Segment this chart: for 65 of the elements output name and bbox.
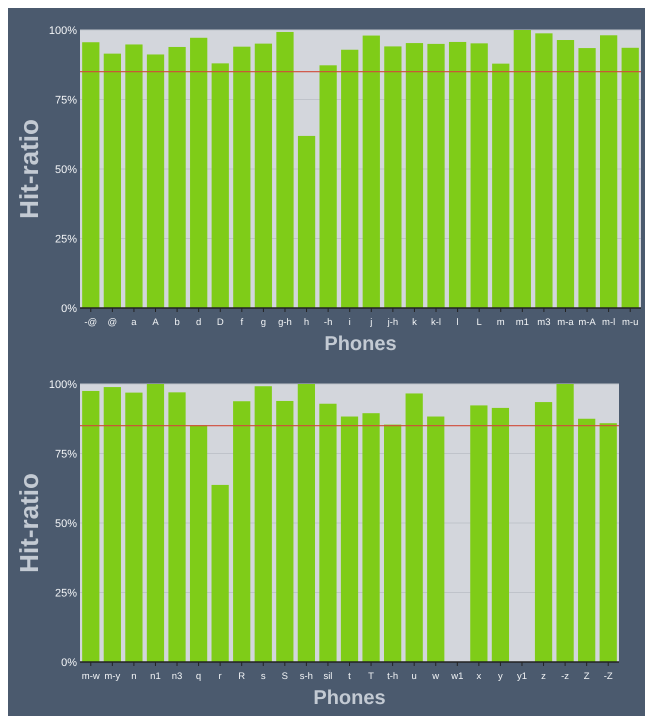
- x-tick-label: y1: [516, 671, 528, 682]
- x-tick-label: L: [476, 317, 482, 328]
- x-tick-label: n1: [150, 671, 161, 682]
- x-tick-label: h: [304, 317, 310, 328]
- x-tick-label: s-h: [300, 671, 313, 682]
- y-axis-title: Hit-ratio: [14, 119, 44, 219]
- x-tick-label: k: [412, 317, 418, 328]
- x-tick-label: t: [348, 671, 352, 682]
- x-tick-label: m: [496, 317, 505, 328]
- x-tick-label: R: [238, 671, 246, 682]
- x-tick-label: -h: [324, 317, 332, 328]
- x-tick-label: m3: [537, 317, 551, 328]
- x-tick-label: m-u: [622, 317, 638, 328]
- x-tick-label: w: [431, 671, 440, 682]
- x-tick-label: m-l: [602, 317, 616, 328]
- x-tick-label: g-h: [278, 317, 292, 328]
- y-tick-label: 75%: [54, 94, 78, 106]
- y-tick-label: 100%: [48, 379, 78, 391]
- x-tick-label: T: [368, 671, 374, 682]
- x-tick-label: g: [260, 317, 266, 328]
- x-tick-label: k-l: [431, 317, 442, 328]
- x-tick-label: a: [131, 317, 138, 328]
- y-tick-label: 75%: [54, 448, 78, 460]
- x-tick-label: m1: [516, 317, 529, 328]
- x-tick-label: z: [541, 671, 546, 682]
- x-tick-label: m-y: [104, 671, 121, 682]
- x-axis-title: Phones: [324, 333, 397, 355]
- x-tick-label: A: [152, 317, 160, 328]
- x-tick-label: m-A: [578, 317, 596, 328]
- x-tick-label: j-h: [386, 317, 398, 328]
- x-tick-label: i: [348, 317, 351, 328]
- y-tick-label: 100%: [48, 25, 78, 37]
- x-tick-label: -@: [84, 317, 98, 328]
- x-tick-label: n: [131, 671, 137, 682]
- x-tick-label: q: [196, 671, 202, 682]
- x-tick-label: b: [174, 317, 180, 328]
- x-tick-label: -Z: [604, 671, 613, 682]
- x-tick-label: f: [240, 317, 244, 328]
- y-axis-title: Hit-ratio: [14, 473, 44, 573]
- x-tick-label: u: [412, 671, 417, 682]
- x-tick-label: m-a: [557, 317, 574, 328]
- x-tick-label: D: [216, 317, 224, 328]
- y-tick-label: 50%: [54, 164, 78, 176]
- y-tick-label: 25%: [54, 588, 78, 600]
- x-tick-label: s: [260, 671, 266, 682]
- x-tick-label: @: [108, 317, 118, 328]
- x-tick-label: Z: [584, 671, 590, 682]
- x-tick-label: S: [282, 671, 288, 682]
- x-tick-label: d: [196, 317, 202, 328]
- x-tick-label: w1: [450, 671, 464, 682]
- x-tick-label: m-w: [82, 671, 100, 682]
- y-tick-label: 0%: [61, 303, 78, 315]
- x-tick-label: j: [369, 317, 372, 328]
- x-axis-title: Phones: [313, 687, 386, 709]
- y-tick-label: 0%: [61, 657, 78, 669]
- y-tick-label: 50%: [54, 518, 78, 530]
- y-tick-label: 25%: [54, 234, 78, 246]
- x-tick-label: r: [218, 671, 222, 682]
- x-tick-label: sil: [323, 671, 332, 682]
- x-tick-label: n3: [172, 671, 182, 682]
- x-tick-label: t-h: [387, 671, 398, 682]
- x-tick-label: x: [476, 671, 482, 682]
- x-tick-label: -z: [561, 671, 570, 682]
- x-tick-label: y: [498, 671, 504, 682]
- x-tick-label: l: [456, 317, 459, 328]
